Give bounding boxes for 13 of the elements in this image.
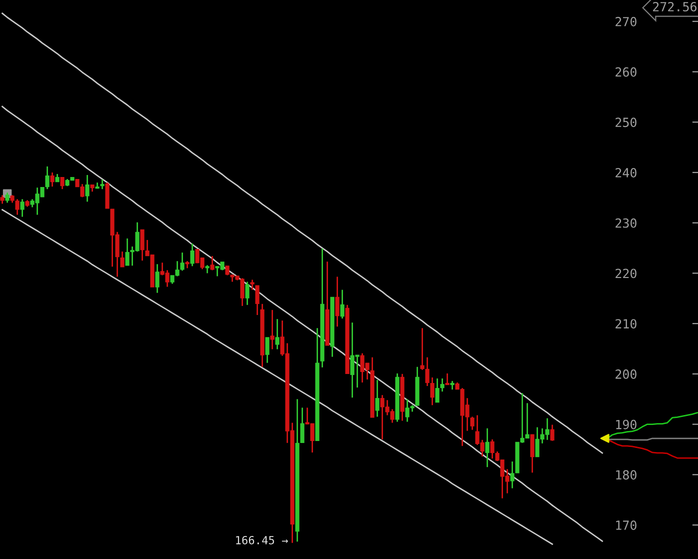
y-tick-label: 190 bbox=[616, 420, 636, 430]
y-tick-label: 260 bbox=[616, 67, 636, 77]
y-tick-label: 170 bbox=[616, 520, 636, 530]
y-tick-label: 250 bbox=[616, 118, 636, 128]
y-tick-label: 220 bbox=[616, 268, 636, 278]
y-tick-label: 230 bbox=[616, 218, 636, 228]
y-tick-label: 270 bbox=[616, 16, 636, 26]
annotation: 166.45 → bbox=[236, 536, 288, 544]
y-tick-label: 210 bbox=[616, 319, 636, 329]
y-tick-label: 180 bbox=[616, 470, 636, 480]
y-tick-label: 240 bbox=[616, 168, 636, 178]
y-tick-label: 200 bbox=[616, 369, 636, 379]
annotation: 272.56 bbox=[653, 2, 696, 12]
